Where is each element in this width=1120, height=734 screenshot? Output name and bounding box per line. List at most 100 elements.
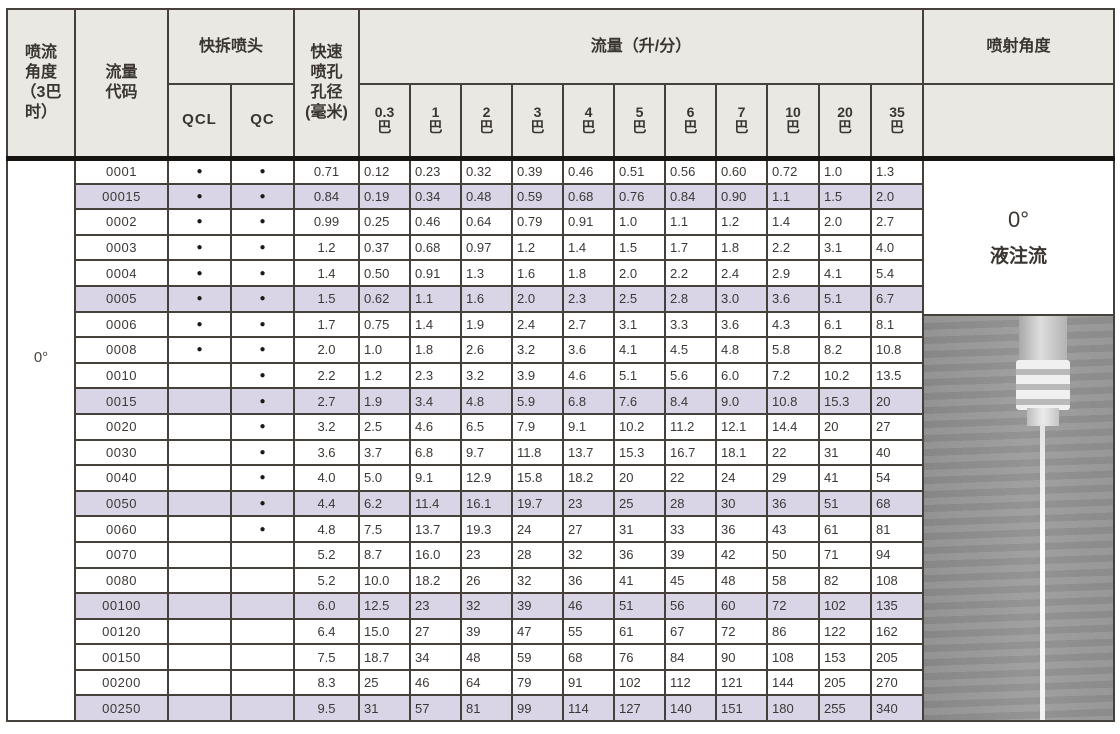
flow-value-cell: 36	[613, 540, 666, 569]
header-spray-angle: 喷射角度	[922, 8, 1115, 85]
flow-value-cell: 0.46	[562, 155, 615, 185]
flow-value-cell: 10.2	[818, 361, 872, 390]
flow-code-cell: 0030	[74, 438, 169, 467]
flow-value-cell: 82	[818, 566, 872, 595]
flow-value-cell: 64	[460, 668, 513, 697]
flow-value-cell: 121	[715, 668, 768, 697]
flow-value-cell: 102	[613, 668, 666, 697]
flow-value-cell: 4.1	[818, 259, 872, 287]
flow-value-cell: 27	[409, 617, 462, 646]
flow-value-cell: 0.39	[511, 155, 564, 185]
qcl-dot-cell: ●	[167, 336, 232, 364]
flow-value-cell: 180	[766, 694, 820, 723]
flow-value-cell: 108	[766, 643, 820, 671]
flow-value-cell: 5.1	[613, 361, 666, 390]
flow-value-cell: 2.9	[766, 259, 820, 287]
flow-value-cell: 30	[715, 489, 768, 518]
nozzle-straight-jet-photo	[925, 315, 1112, 720]
flow-value-cell: 1.6	[460, 284, 513, 313]
flow-value-cell: 2.0	[511, 284, 564, 313]
flow-value-cell: 1.1	[664, 208, 717, 236]
flow-value-cell: 3.2	[460, 361, 513, 390]
flow-value-cell: 0.76	[613, 182, 666, 211]
flow-value-cell: 0.68	[409, 233, 462, 262]
flow-value-cell: 0.56	[664, 155, 717, 185]
qc-dot-cell: ●	[230, 336, 295, 364]
flow-value-cell: 19.3	[460, 515, 513, 543]
flow-value-cell: 3.9	[511, 361, 564, 390]
flow-value-cell: 0.91	[562, 208, 615, 236]
flow-value-cell: 0.34	[409, 182, 462, 211]
flow-value-cell: 2.7	[562, 310, 615, 339]
flow-value-cell: 340	[870, 694, 924, 723]
table-row: 0040 ● 4.0 5.0 9.1 12.9 15.8 18.2 20 22 24 29 41 54	[7, 464, 1114, 492]
flow-value-cell: 1.8	[409, 336, 462, 364]
flow-value-cell: 31	[358, 694, 411, 723]
flow-value-cell: 13.5	[870, 361, 924, 390]
flow-value-cell: 9.7	[460, 438, 513, 467]
flow-code-cell: 0005	[74, 284, 169, 313]
flow-value-cell: 5.1	[818, 284, 872, 313]
flow-value-cell: 25	[613, 489, 666, 518]
flow-value-cell: 1.2	[358, 361, 411, 390]
flow-value-cell: 18.2	[562, 464, 615, 492]
header-pressure-20bar: 20 巴	[818, 83, 872, 159]
qc-dot-cell: ●	[230, 208, 295, 236]
flow-code-cell: 0006	[74, 310, 169, 339]
orifice-diameter-cell: 2.0	[293, 336, 360, 364]
flow-value-cell: 144	[766, 668, 820, 697]
flow-value-cell: 16.1	[460, 489, 513, 518]
flow-value-cell: 0.25	[358, 208, 411, 236]
flow-value-cell: 42	[715, 540, 768, 569]
flow-value-cell: 255	[818, 694, 872, 723]
flow-code-cell: 00015	[74, 182, 169, 211]
header-flow-rate-group: 流量（升/分）	[358, 8, 924, 85]
flow-value-cell: 1.5	[613, 233, 666, 262]
flow-value-cell: 48	[715, 566, 768, 595]
flow-value-cell: 20	[870, 387, 924, 415]
table-row: 0070 5.2 8.7 16.0 23 28 32 36 39 42 50 71 94	[7, 540, 1114, 569]
flow-code-cell: 00120	[74, 617, 169, 646]
flow-code-cell: 0003	[74, 233, 169, 262]
flow-code-cell: 00250	[74, 694, 169, 723]
qcl-dot-cell	[167, 668, 232, 697]
flow-value-cell: 32	[460, 592, 513, 620]
qc-dot-cell: ●	[230, 387, 295, 415]
orifice-diameter-cell: 2.2	[293, 361, 360, 390]
flow-value-cell: 1.2	[715, 208, 768, 236]
flow-value-cell: 41	[613, 566, 666, 595]
flow-value-cell: 0.51	[613, 155, 666, 185]
flow-value-cell: 11.2	[664, 412, 717, 441]
header-pressure-6bar: 6 巴	[664, 83, 717, 159]
qc-dot-cell: ●	[230, 182, 295, 211]
orifice-diameter-cell: 6.0	[293, 592, 360, 620]
table-row: 0050 ● 4.4 6.2 11.4 16.1 19.7 23 25 28 30 36 51 68	[7, 489, 1114, 518]
qcl-dot-cell	[167, 617, 232, 646]
flow-value-cell: 153	[818, 643, 872, 671]
flow-value-cell: 114	[562, 694, 615, 723]
flow-value-cell: 81	[870, 515, 924, 543]
flow-value-cell: 36	[562, 566, 615, 595]
qc-dot-cell	[230, 694, 295, 723]
orifice-diameter-cell: 3.6	[293, 438, 360, 467]
qc-dot-cell	[230, 566, 295, 595]
flow-value-cell: 0.68	[562, 182, 615, 211]
flow-code-cell: 0004	[74, 259, 169, 287]
flow-code-cell: 0050	[74, 489, 169, 518]
table-row: 0004 ● ● 1.4 0.50 0.91 1.3 1.6 1.8 2.0 2.2 2.4 2.9 4.…	[7, 259, 1114, 287]
flow-code-cell: 00150	[74, 643, 169, 671]
flow-value-cell: 1.2	[511, 233, 564, 262]
orifice-diameter-cell: 1.4	[293, 259, 360, 287]
flow-value-cell: 2.6	[460, 336, 513, 364]
flow-value-cell: 90	[715, 643, 768, 671]
flow-value-cell: 8.1	[870, 310, 924, 339]
flow-value-cell: 26	[460, 566, 513, 595]
flow-value-cell: 2.7	[870, 208, 924, 236]
qcl-dot-cell	[167, 464, 232, 492]
flow-value-cell: 10.8	[870, 336, 924, 364]
flow-value-cell: 2.5	[358, 412, 411, 441]
flow-value-cell: 0.91	[409, 259, 462, 287]
qcl-dot-cell: ●	[167, 259, 232, 287]
flow-value-cell: 9.1	[562, 412, 615, 441]
flow-code-cell: 0008	[74, 336, 169, 364]
